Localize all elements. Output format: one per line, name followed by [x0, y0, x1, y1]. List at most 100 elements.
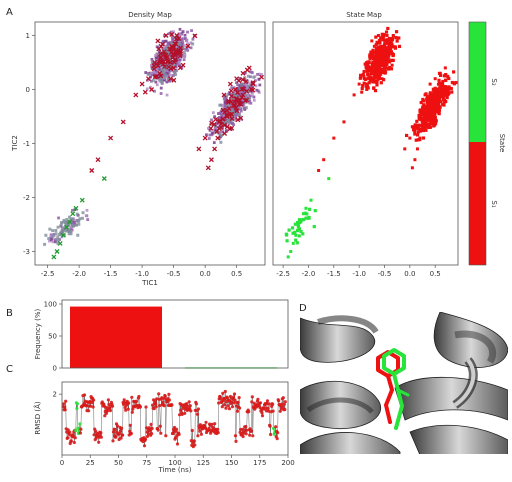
state-map: State Map -2.5 -2.0 -1.5 -1.0 -0.5 0.0 0.5 [272, 11, 459, 278]
rmsd-point [167, 398, 171, 402]
cluster-center-marker [133, 92, 139, 98]
cluster-center-marker [222, 109, 228, 115]
marker-stroke [158, 51, 164, 57]
density-cell [182, 44, 186, 48]
rmsd-point [150, 432, 154, 436]
state-cell [389, 50, 393, 54]
cluster-center-marker [240, 70, 246, 76]
state-cell [449, 86, 453, 91]
state-cell [422, 117, 426, 121]
density-cell [218, 103, 222, 107]
rmsd-point [130, 410, 134, 414]
density-cell [254, 79, 257, 83]
density-cell [241, 98, 245, 102]
state-cell [371, 57, 376, 61]
state-cell [369, 68, 373, 72]
cluster-center-marker [214, 129, 220, 135]
density-cell [75, 212, 79, 216]
rmsd-point [241, 434, 245, 439]
marker-stroke [222, 122, 228, 128]
density-cell [153, 89, 156, 93]
marker-stroke [209, 120, 214, 126]
cluster-center-marker [240, 77, 246, 83]
ligand-state-s2 [382, 348, 410, 430]
state-cell [369, 50, 373, 54]
density-cell [76, 219, 80, 223]
rmsd-point [150, 426, 154, 431]
rmsd-point [269, 432, 273, 437]
state-cell [374, 52, 378, 56]
state-cell [367, 61, 371, 64]
cluster-center-marker [158, 51, 164, 57]
state-cell [372, 86, 376, 90]
density-cell [169, 73, 173, 77]
marker-stroke [192, 33, 198, 39]
cluster-center-marker [208, 125, 214, 131]
cluster-center-marker [176, 47, 182, 53]
density-cell [225, 104, 229, 108]
state-cell [293, 230, 297, 234]
cluster-center-marker [155, 38, 161, 44]
density-cell [144, 71, 148, 74]
rmsd-point [278, 409, 282, 413]
marker-stroke [54, 249, 60, 254]
density-cell [157, 62, 161, 66]
marker-stroke [79, 197, 85, 203]
x-tick-label: 0.0 [404, 270, 415, 278]
rmsd-point [138, 405, 142, 409]
panel-letter-d: D [299, 303, 307, 314]
cluster-center-marker [238, 101, 244, 107]
cluster-center-marker [236, 78, 242, 84]
density-cell [245, 95, 249, 99]
rmsd-point [249, 429, 253, 433]
rmsd-point [78, 422, 82, 426]
density-cell [258, 83, 262, 87]
density-cell [208, 133, 212, 137]
density-cell [169, 55, 173, 59]
y-tick-label: -3 [23, 248, 30, 256]
state-cell [414, 138, 418, 142]
density-cell [167, 50, 171, 54]
state-cell [441, 79, 445, 83]
rmsd-point [69, 439, 73, 443]
marker-stroke [220, 116, 226, 122]
density-cell [224, 96, 228, 100]
state-cell [376, 59, 380, 63]
protein-structure-render [300, 312, 508, 454]
ligand-ring-s2 [382, 348, 406, 376]
rmsd-point [244, 432, 248, 436]
density-cell [163, 66, 167, 70]
density-cell [56, 242, 60, 246]
rmsd-point [99, 431, 103, 435]
density-cell [165, 80, 169, 84]
state-cell [297, 221, 301, 225]
density-cell [207, 137, 211, 140]
state-cell [377, 76, 381, 81]
marker-stroke [240, 70, 246, 76]
density-cell [181, 46, 185, 50]
density-cell [230, 92, 234, 96]
state-cell [373, 75, 377, 80]
rmsd-point [62, 402, 66, 406]
state-cell [416, 130, 421, 134]
state-cell [375, 83, 379, 87]
density-cell [219, 109, 223, 113]
state-cell [418, 136, 422, 140]
cluster-center-marker [244, 97, 250, 103]
helix-ribbon [317, 315, 379, 334]
rmsd-point [241, 427, 245, 431]
cluster-center-marker [215, 135, 221, 141]
state-cell [427, 119, 431, 123]
x-tick-label: 0.5 [231, 270, 242, 278]
state-cell [393, 45, 397, 49]
rmsd-point [158, 424, 162, 428]
state-cell [427, 106, 431, 110]
state-cell [327, 177, 331, 181]
state-cell [383, 38, 387, 42]
marker-stroke [227, 111, 232, 117]
rmsd-point [283, 400, 287, 404]
cluster-center-marker [57, 240, 63, 246]
cluster-center-marker [250, 81, 256, 87]
density-cell [239, 85, 243, 89]
